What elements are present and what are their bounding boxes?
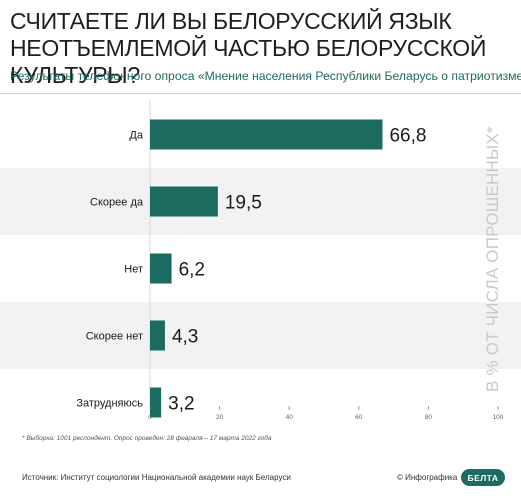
- bar: [150, 253, 172, 284]
- belta-logo: БЕЛТА: [461, 469, 505, 486]
- source-text: Источник: Институт социологии Национальн…: [22, 473, 291, 482]
- category-label: Затрудняюсь: [76, 398, 143, 410]
- data-label: 6,2: [179, 260, 205, 281]
- row-band: [0, 168, 521, 235]
- bar-chart: Да 66,8 Скорее да 19,5 Нет 6,2 Скорее нет 4,3 За…: [0, 101, 521, 421]
- chart-title: СЧИТАЕТЕ ЛИ ВЫ БЕЛОРУССКИЙ ЯЗЫК НЕОТЪЕМЛ…: [10, 8, 487, 88]
- bar: [150, 320, 165, 351]
- x-tick-label: 20: [216, 414, 224, 421]
- data-label: 4,3: [172, 327, 198, 348]
- data-label: 3,2: [168, 394, 194, 415]
- row-band: [0, 302, 521, 369]
- category-label: Нет: [124, 264, 143, 276]
- svg-text:БЕЛТА: БЕЛТА: [467, 473, 498, 483]
- chart-subtitle: Результаты телефонного опроса «Мнение на…: [10, 69, 521, 83]
- category-label: Да: [129, 130, 143, 142]
- data-label: 19,5: [225, 193, 262, 214]
- header-divider: [0, 93, 521, 94]
- footnote: * Выборка: 1001 респондент. Опрос провед…: [22, 435, 272, 442]
- category-label: Скорее нет: [86, 331, 143, 343]
- x-tick-label: 60: [355, 414, 363, 421]
- bar: [150, 186, 218, 217]
- infographic-credit: © Инфографика: [397, 473, 458, 482]
- category-label: Скорее да: [90, 197, 144, 209]
- x-tick-label: 100: [493, 414, 504, 421]
- data-label: 66,8: [389, 126, 426, 147]
- x-tick-label: 0: [148, 414, 152, 421]
- x-tick-label: 80: [425, 414, 433, 421]
- bar: [150, 387, 162, 418]
- units-label-text: В % ОТ ЧИСЛА ОПРОШЕННЫХ*: [483, 126, 502, 392]
- x-tick-label: 40: [286, 414, 294, 421]
- bar: [150, 119, 383, 150]
